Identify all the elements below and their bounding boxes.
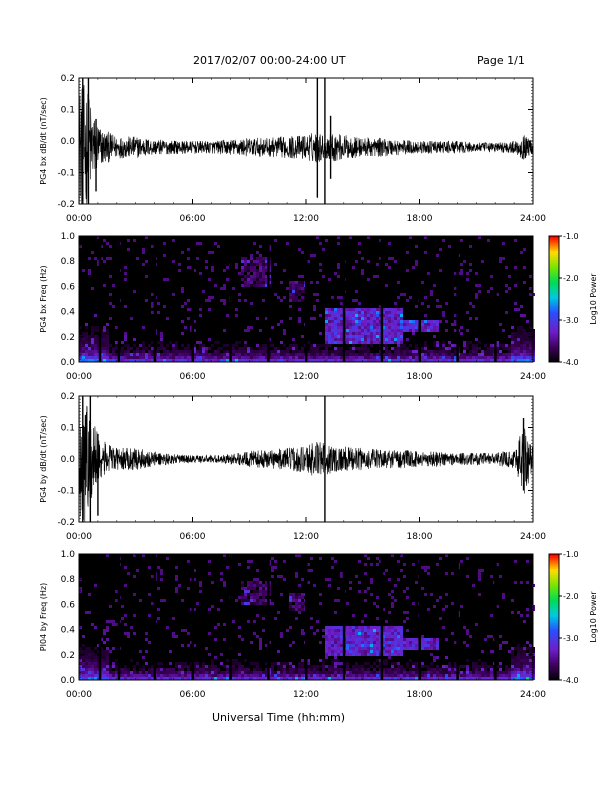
colorbar-tick-label: -1.0 [563,550,579,559]
colorbar-tick-label: -4.0 [563,676,579,685]
colorbar [548,235,560,363]
y-axis-label: PG4 bx Freq (Hz) [39,265,48,332]
data-gap [229,554,232,680]
y-tick-label: 0.6 [61,282,76,292]
colorbar-tick-label: -4.0 [563,358,579,367]
data-gap [380,554,384,680]
y-tick-label: 0.8 [61,575,76,585]
x-tick-label: 00:00 [66,214,92,224]
data-gap [267,554,270,680]
x-tick-label: 12:00 [293,532,319,542]
y-tick-label: -0.1 [57,169,75,179]
y-tick-label: 1.0 [61,232,76,242]
data-gap [342,554,346,680]
x-tick-label: 24:00 [520,532,546,542]
y-tick-label: -0.2 [57,200,75,210]
x-axis-label: Universal Time (hh:mm) [212,711,345,724]
x-tick-label: 12:00 [293,372,319,382]
y-tick-label: 0.0 [61,358,76,368]
x-tick-label: 18:00 [407,372,433,382]
x-tick-label: 06:00 [180,690,206,700]
plot-background [79,78,533,204]
waveform-series [79,85,533,204]
colorbar-label: Log10 Power [589,273,598,325]
y-tick-label: 0.0 [61,137,76,147]
y-tick-label: 0.6 [61,600,76,610]
data-gap [267,236,270,362]
x-tick-label: 18:00 [407,690,433,700]
y-tick-label: -0.1 [57,487,75,497]
colorbar-tick-label: -3.0 [563,316,579,325]
colorbar-tick-label: -2.0 [563,592,579,601]
data-gap [98,236,102,362]
x-tick-label: 24:00 [520,690,546,700]
data-gap [117,236,121,362]
x-tick-label: 24:00 [520,214,546,224]
data-gap [191,236,194,362]
x-tick-label: 12:00 [293,690,319,700]
y-tick-label: 0.2 [61,651,75,661]
y-tick-label: 0.1 [61,424,75,434]
x-tick-label: 06:00 [180,214,206,224]
waveform-series [79,405,533,522]
panel-4 [78,553,562,681]
data-gap [98,554,102,680]
colorbar-tick-label: -1.0 [563,232,579,241]
y-tick-label: 0.4 [61,308,76,318]
colorbar-label: Log10 Power [589,591,598,643]
data-gap [418,236,421,362]
figure-title: 2017/02/07 00:00-24:00 UT [193,54,346,67]
panel-3 [78,395,534,523]
y-axis-label: PI04 by Freq (Hz) [39,583,48,651]
data-gap [380,236,384,362]
x-tick-label: 24:00 [520,372,546,382]
panel-2 [78,235,562,363]
data-gap [117,554,121,680]
y-tick-label: 0.2 [61,392,75,402]
y-tick-label: 0.1 [61,106,75,116]
data-gap [494,236,497,362]
data-gap [305,554,308,680]
x-tick-label: 00:00 [66,372,92,382]
data-gap [191,554,194,680]
page-number: Page 1/1 [477,54,525,67]
y-tick-label: 0.4 [61,626,76,636]
y-tick-label: 0.0 [61,455,76,465]
colorbar-tick-label: -3.0 [563,634,579,643]
data-gap [456,554,459,680]
y-tick-label: 0.0 [61,676,76,686]
data-gap [153,554,157,680]
data-gap [305,236,308,362]
x-tick-label: 06:00 [180,532,206,542]
y-tick-label: -0.2 [57,518,75,528]
x-tick-label: 18:00 [407,532,433,542]
x-tick-label: 00:00 [66,532,92,542]
colorbar [548,553,560,681]
panel-1 [78,77,534,205]
x-tick-label: 12:00 [293,214,319,224]
data-gap [494,554,497,680]
data-gap [342,236,346,362]
colorbar-tick-label: -2.0 [563,274,579,283]
x-tick-label: 18:00 [407,214,433,224]
data-gap [456,236,459,362]
y-tick-label: 0.8 [61,257,76,267]
y-axis-label: PG4 by dB/dt (nT/sec) [39,415,48,502]
x-tick-label: 00:00 [66,690,92,700]
y-axis-label: PG4 bx dB/dt (nT/sec) [39,97,48,184]
x-tick-label: 06:00 [180,372,206,382]
data-gap [418,554,421,680]
data-gap [153,236,157,362]
y-tick-label: 1.0 [61,550,76,560]
data-gap [229,236,232,362]
y-tick-label: 0.2 [61,333,75,343]
y-tick-label: 0.2 [61,74,75,84]
